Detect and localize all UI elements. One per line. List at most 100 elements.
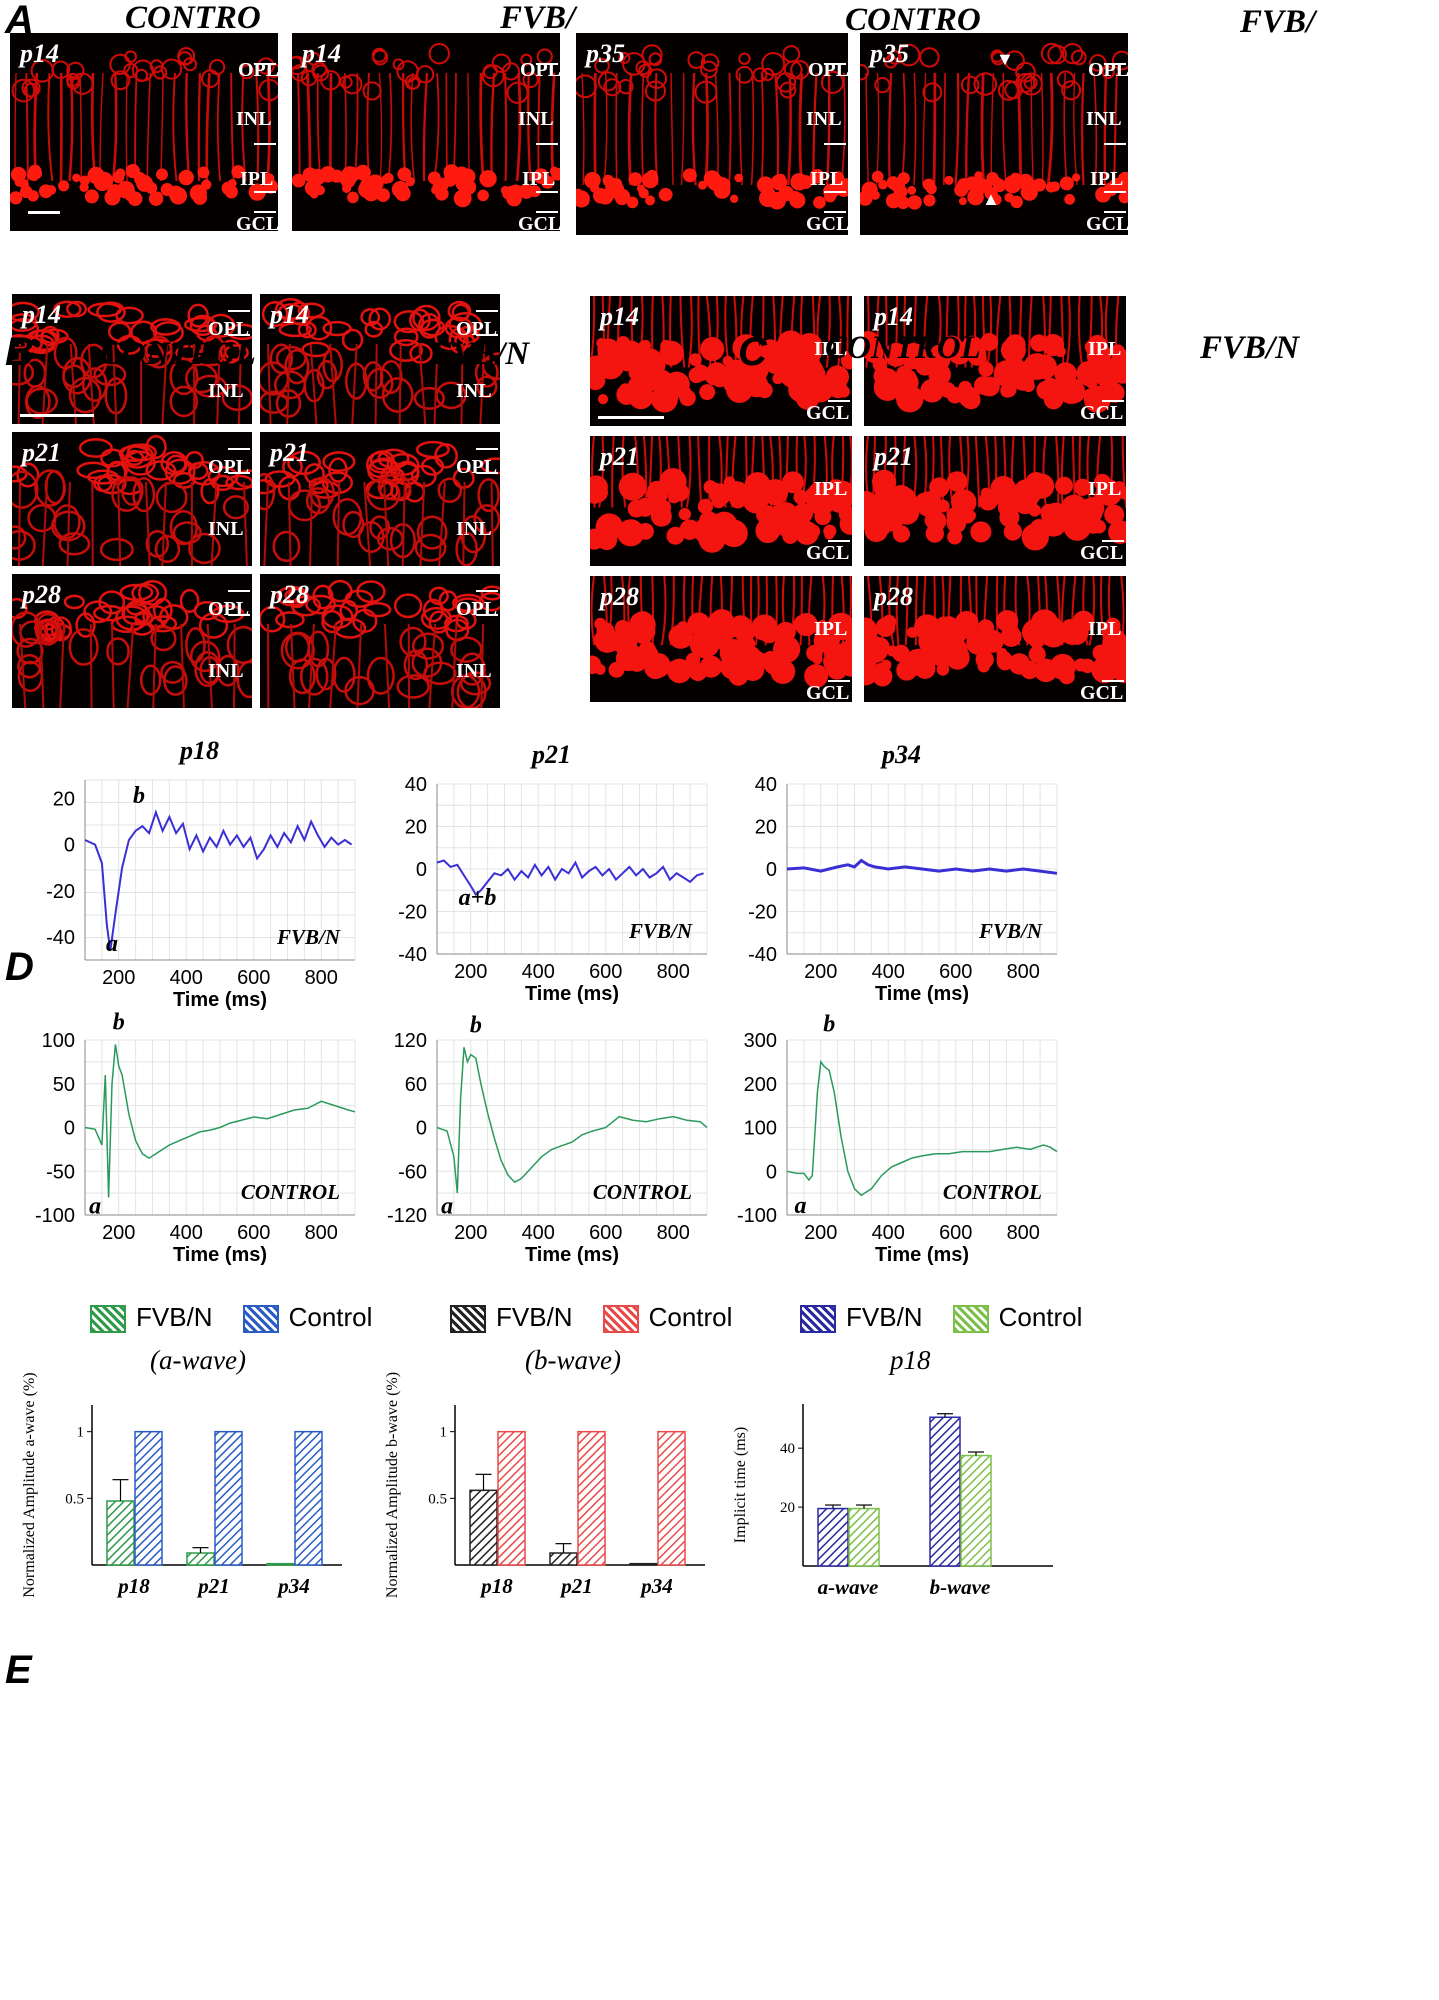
x-tick-label: 400 [522, 961, 555, 983]
age-label: p28 [270, 580, 309, 609]
legend-swatch [90, 1305, 126, 1334]
red-fluorescence-texture [860, 42, 1128, 210]
age-label: p14 [874, 302, 913, 331]
bar [549, 1552, 578, 1566]
red-fluorescence-texture [864, 436, 1126, 551]
legend-swatch [602, 1305, 639, 1334]
wave-annotation: a [89, 1193, 101, 1219]
x-tick-label: 400 [872, 961, 905, 983]
layer-boundary-tick [824, 211, 846, 213]
x-tick-label: 800 [305, 1222, 338, 1244]
wave-annotation: b [133, 783, 145, 809]
legend-item: FVB/N [90, 1302, 213, 1334]
micrograph: p35 OPL INL IPL GCL ▼ ▲ [860, 33, 1128, 235]
y-tick-label: 40 [755, 774, 777, 796]
panel-label-c: C [738, 330, 767, 374]
y-axis-label: Normalized Amplitude a-wave (%) [21, 1372, 38, 1597]
x-tick-label: 800 [1007, 1222, 1040, 1244]
bar [294, 1430, 323, 1566]
y-tick-label: -40 [46, 927, 75, 949]
bar [657, 1430, 686, 1566]
bar [817, 1507, 849, 1567]
age-label: p35 [870, 39, 909, 68]
layer-boundary-tick [1104, 63, 1126, 65]
bar-chart-title: (a-wave) [150, 1345, 246, 1375]
micrograph: p14 OPL INL [12, 294, 252, 424]
layer-boundary-tick [476, 334, 498, 336]
layer-label: GCL [1086, 213, 1128, 235]
x-tick-label: 400 [872, 1222, 905, 1244]
panel-a-title-3: CONTRO [845, 2, 981, 38]
y-tick-label: -20 [748, 902, 777, 924]
y-tick-label: -40 [748, 944, 777, 966]
age-label: p14 [22, 300, 61, 329]
panel-label-e: E [5, 1648, 32, 1692]
panel-a-title-1: CONTRO [125, 0, 261, 36]
age-label: p21 [270, 438, 309, 467]
age-label: p28 [22, 580, 61, 609]
y-tick-label: 120 [394, 1030, 427, 1052]
micrograph: p28 IPL GCL [864, 576, 1126, 702]
layer-boundary-tick [536, 191, 558, 193]
bar [134, 1430, 163, 1566]
x-tick-label: 600 [237, 967, 270, 989]
red-fluorescence-texture [292, 42, 560, 208]
layer-boundary-tick [1102, 400, 1124, 402]
panel-a-title-4: FVB/ [1240, 4, 1316, 40]
layer-label: IPL [1088, 478, 1122, 500]
micrograph: p14 IPL GCL [590, 296, 852, 426]
micrograph: p28 IPL GCL [590, 576, 852, 702]
erg-chart: 40 20 0 -20 -40 200 400 600 800 Time (ms) FVB/N [748, 774, 1058, 1005]
age-label: p14 [600, 302, 639, 331]
red-fluorescence-texture [12, 579, 252, 708]
micrograph: p14 OPL INL IPL GCL [10, 33, 278, 231]
condition-label: CONTROL [943, 1180, 1042, 1204]
red-fluorescence-texture [260, 440, 500, 566]
layer-boundary-tick [1102, 540, 1124, 542]
erg-trace [786, 1059, 1058, 1197]
condition-label: CONTROL [593, 1180, 692, 1204]
legend-swatch [952, 1305, 989, 1334]
legend-swatch [450, 1305, 486, 1334]
age-label: p14 [270, 300, 309, 329]
age-label: p21 [22, 438, 61, 467]
micrograph: p21 OPL INL [260, 432, 500, 566]
bar-chart-title: (b-wave) [525, 1345, 621, 1375]
layer-boundary-tick [1104, 143, 1126, 145]
layer-boundary-tick [228, 472, 250, 474]
bar [929, 1416, 961, 1567]
layer-boundary-tick [824, 191, 846, 193]
panel-b-title-fvb: FVB/N [430, 336, 530, 372]
x-tick-label: 600 [589, 1222, 622, 1244]
layer-label: INL [456, 660, 492, 682]
layer-boundary-tick [476, 590, 498, 592]
layer-boundary-tick [254, 63, 276, 65]
erg-chart: 40 20 0 -20 -40 200 400 600 800 Time (ms) FVB/N a+b [398, 774, 708, 1005]
layer-label: IPL [810, 168, 844, 190]
erg-trace [84, 809, 353, 951]
erg-chart: 300 200 100 0 -100 200 400 600 800 Time (ms) CONTR… [737, 1011, 1058, 1266]
layer-boundary-tick [828, 680, 850, 682]
red-fluorescence-texture [864, 296, 1126, 413]
red-fluorescence-texture [10, 47, 278, 207]
layer-boundary-tick [824, 63, 846, 65]
bar [848, 1507, 880, 1567]
y-tick-label: -20 [46, 881, 75, 903]
micrograph: p28 OPL INL [12, 574, 252, 708]
x-axis-label: Time (ms) [875, 983, 969, 1005]
layer-label: INL [208, 380, 244, 402]
layer-label: GCL [806, 682, 850, 702]
x-tick-label: 200 [804, 961, 837, 983]
y-tick-label: -100 [737, 1205, 777, 1227]
panel-c-title-fvb: FVB/N [1200, 330, 1300, 366]
y-tick-label: -100 [35, 1205, 75, 1227]
y-tick-label: 0.5 [428, 1491, 447, 1507]
layer-label: IPL [814, 338, 848, 360]
layer-label: GCL [806, 542, 850, 564]
y-tick-label: 200 [744, 1074, 777, 1096]
erg-chart-title: p21 [532, 740, 571, 769]
x-tick-label: 600 [939, 1222, 972, 1244]
bar-chart: 20 40 a-wave b-wave Implicit time (ms) [732, 1404, 1053, 1599]
layer-label: OPL [208, 598, 250, 620]
